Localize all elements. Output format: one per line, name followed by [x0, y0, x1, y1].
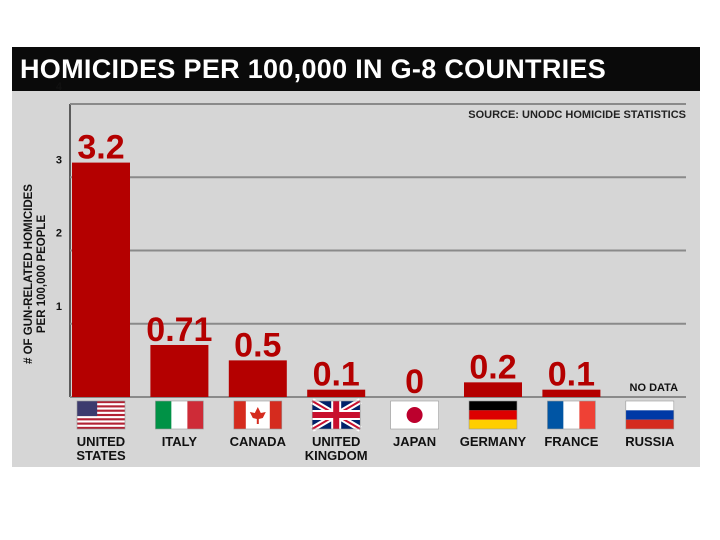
- data-label: 0.2: [469, 348, 516, 386]
- bar: [542, 389, 601, 397]
- flag-part: [469, 401, 517, 411]
- flag-part: [77, 409, 125, 412]
- flag-part: [77, 401, 98, 417]
- flag-part: [77, 413, 125, 417]
- flag-border: [76, 400, 126, 430]
- data-label: 0.1: [313, 356, 360, 394]
- flag-part: [625, 419, 674, 429]
- flag-part: [77, 418, 125, 421]
- flag-border: [155, 400, 204, 430]
- flag-part: [563, 401, 580, 429]
- y-tick-label: 4: [56, 81, 63, 93]
- flag-part: [625, 410, 674, 420]
- category-label-line: UNITED: [77, 434, 125, 449]
- data-label: 0.5: [234, 326, 281, 364]
- bar: [464, 382, 522, 397]
- category-label-line: GERMANY: [460, 434, 527, 449]
- flag-part: [77, 422, 125, 425]
- flag-part: [469, 410, 517, 420]
- data-label: 3.2: [77, 129, 124, 167]
- flag-border: [625, 400, 675, 430]
- bar: [72, 162, 130, 397]
- y-tick-label: 1: [56, 301, 62, 313]
- title-bar: HOMICIDES PER 100,000 IN G-8 COUNTRIES: [12, 47, 700, 91]
- category-label: FRANCE: [544, 434, 598, 449]
- category-label-line: STATES: [76, 448, 126, 463]
- flag-part: [155, 401, 172, 429]
- flag-border: [311, 400, 361, 430]
- flag-part: [406, 407, 423, 423]
- flag-border: [547, 400, 596, 430]
- bar: [228, 360, 287, 397]
- uk-flag-icon: [310, 398, 362, 432]
- flag-part: [269, 401, 282, 429]
- flag-part: [171, 401, 188, 429]
- category-label-line: RUSSIA: [625, 434, 675, 449]
- category-label-line: UNITED: [312, 434, 360, 449]
- category-label: GERMANY: [460, 434, 527, 449]
- category-label-line: KINGDOM: [305, 448, 368, 463]
- category-label: UNITED STATES: [76, 434, 126, 463]
- bar: [150, 344, 209, 397]
- france-flag-icon: [547, 400, 596, 430]
- category-label: JAPAN: [393, 434, 436, 449]
- y-tick-label: 3: [56, 154, 62, 166]
- flag-part: [547, 401, 564, 429]
- italy-flag-icon: [155, 400, 204, 430]
- no-data-label: NO DATA: [630, 382, 679, 394]
- flag-part: [77, 405, 125, 408]
- us-flag-icon: [76, 400, 126, 430]
- category-label: RUSSIA: [625, 434, 675, 449]
- chart-title: HOMICIDES PER 100,000 IN G-8 COUNTRIES: [20, 54, 607, 84]
- japan-flag-icon: [390, 400, 439, 430]
- flag-border: [468, 400, 518, 430]
- category-label-line: CANADA: [230, 434, 287, 449]
- category-label-line: JAPAN: [393, 434, 436, 449]
- flag-border: [233, 400, 283, 430]
- flag-part: [77, 401, 125, 404]
- category-label-line: ITALY: [162, 434, 198, 449]
- canada-flag-icon: [233, 400, 283, 430]
- data-label: 0.1: [548, 356, 595, 394]
- flag-part: [625, 401, 674, 411]
- category-label: ITALY: [162, 434, 198, 449]
- flag-part: [579, 401, 596, 429]
- flag-part: [469, 419, 517, 429]
- flag-border: [390, 400, 439, 430]
- bar: [307, 389, 366, 397]
- flag-part: [312, 412, 361, 418]
- russia-flag-icon: [625, 400, 675, 430]
- category-label: UNITED KINGDOM: [305, 434, 368, 463]
- data-label: 0.71: [146, 311, 212, 349]
- y-tick-label: 2: [56, 228, 62, 240]
- maple-leaf: [249, 407, 266, 424]
- category-label: CANADA: [230, 434, 287, 449]
- data-label: 0: [405, 363, 424, 401]
- flag-part: [77, 426, 125, 429]
- flag-part: [233, 401, 246, 429]
- source-note: SOURCE: UNODC HOMICIDE STATISTICS: [468, 109, 686, 121]
- flag-part: [187, 401, 204, 429]
- chart-panel: HOMICIDES PER 100,000 IN G-8 COUNTRIES S…: [12, 47, 700, 467]
- germany-flag-icon: [468, 400, 518, 430]
- category-label-line: FRANCE: [544, 434, 598, 449]
